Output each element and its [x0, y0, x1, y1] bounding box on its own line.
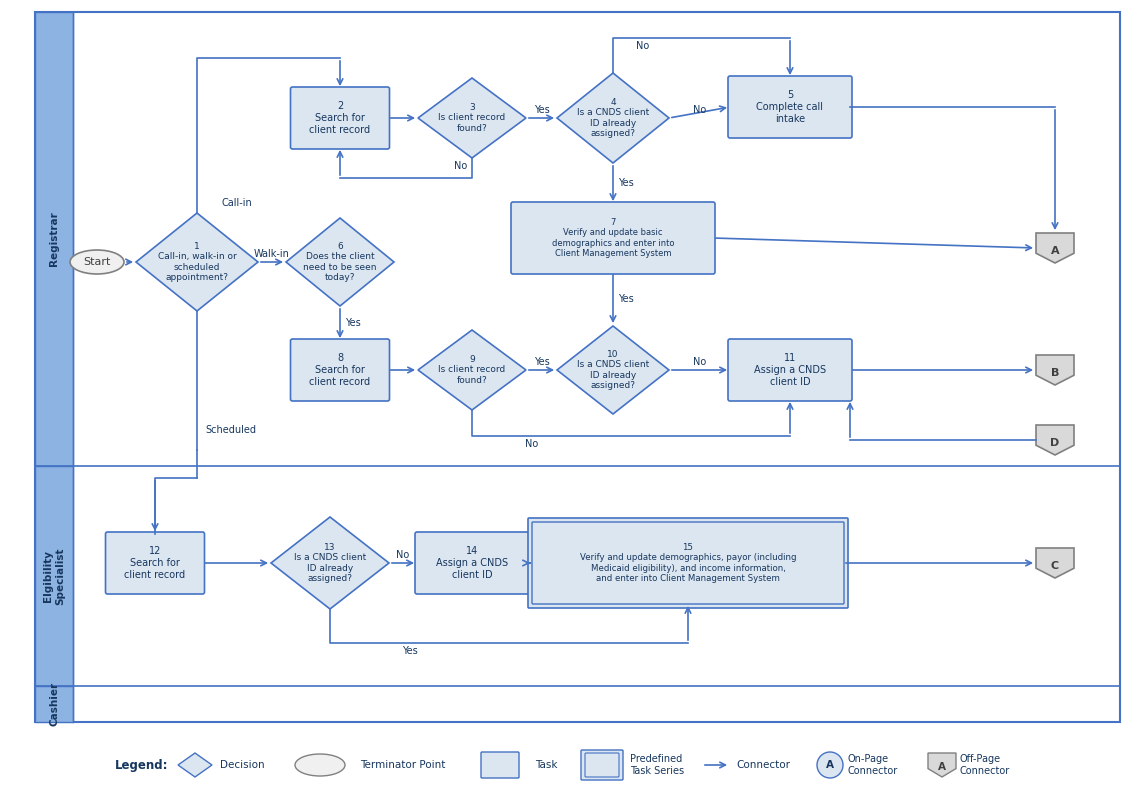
Text: 2
Search for
client record: 2 Search for client record: [310, 101, 370, 135]
Text: On-Page
Connector: On-Page Connector: [848, 754, 898, 776]
Polygon shape: [35, 466, 73, 686]
Text: Yes: Yes: [618, 294, 633, 304]
Polygon shape: [1036, 548, 1074, 578]
Text: B: B: [1050, 368, 1060, 378]
Polygon shape: [35, 686, 73, 722]
Polygon shape: [418, 330, 526, 410]
FancyBboxPatch shape: [531, 522, 844, 604]
Text: No: No: [693, 105, 706, 115]
Text: 7
Verify and update basic
demographics and enter into
Client Management System: 7 Verify and update basic demographics a…: [552, 218, 674, 258]
FancyBboxPatch shape: [415, 532, 529, 594]
Polygon shape: [1036, 355, 1074, 385]
Text: C: C: [1050, 561, 1060, 571]
Text: Start: Start: [83, 257, 111, 267]
Polygon shape: [557, 73, 669, 163]
Polygon shape: [286, 218, 394, 306]
Text: Walk-in: Walk-in: [254, 249, 290, 259]
Text: 6
Does the client
need to be seen
today?: 6 Does the client need to be seen today?: [303, 242, 377, 282]
FancyBboxPatch shape: [290, 339, 390, 401]
Text: 4
Is a CNDS client
ID already
assigned?: 4 Is a CNDS client ID already assigned?: [577, 98, 649, 138]
Text: Scheduled: Scheduled: [205, 425, 256, 435]
Polygon shape: [557, 326, 669, 414]
Polygon shape: [136, 213, 258, 311]
Text: Off-Page
Connector: Off-Page Connector: [960, 754, 1010, 776]
Text: No: No: [454, 161, 467, 171]
Text: Yes: Yes: [345, 318, 361, 329]
Text: 5
Complete call
intake: 5 Complete call intake: [757, 90, 823, 124]
Text: 14
Assign a CNDS
client ID: 14 Assign a CNDS client ID: [435, 546, 507, 579]
Text: Task: Task: [535, 760, 558, 770]
Polygon shape: [271, 517, 389, 609]
Text: No: No: [397, 550, 409, 560]
FancyBboxPatch shape: [581, 750, 623, 780]
Text: 1
Call-in, walk-in or
scheduled
appointment?: 1 Call-in, walk-in or scheduled appointm…: [158, 242, 237, 282]
Text: A: A: [938, 762, 946, 772]
FancyBboxPatch shape: [481, 752, 519, 778]
Text: 12
Search for
client record: 12 Search for client record: [125, 546, 185, 579]
FancyBboxPatch shape: [105, 532, 205, 594]
FancyBboxPatch shape: [728, 339, 852, 401]
Text: 10
Is a CNDS client
ID already
assigned?: 10 Is a CNDS client ID already assigned?: [577, 350, 649, 390]
Polygon shape: [1036, 425, 1074, 455]
Polygon shape: [178, 753, 211, 777]
Text: Registrar: Registrar: [49, 212, 59, 267]
Polygon shape: [418, 78, 526, 158]
Text: Connector: Connector: [736, 760, 790, 770]
Ellipse shape: [295, 754, 345, 776]
Ellipse shape: [70, 250, 123, 274]
Text: No: No: [693, 357, 706, 367]
Text: Yes: Yes: [534, 105, 550, 115]
FancyBboxPatch shape: [511, 202, 716, 274]
Text: Legend:: Legend:: [115, 759, 168, 772]
Text: Elgibility
Specialist: Elgibility Specialist: [43, 547, 65, 604]
Text: Yes: Yes: [618, 179, 633, 188]
Text: 3
Is client record
found?: 3 Is client record found?: [439, 103, 505, 133]
Text: Terminator Point: Terminator Point: [360, 760, 446, 770]
FancyBboxPatch shape: [528, 518, 848, 608]
Text: 9
Is client record
found?: 9 Is client record found?: [439, 355, 505, 385]
Text: Cashier: Cashier: [49, 682, 59, 726]
Text: D: D: [1050, 438, 1060, 448]
Text: Call-in: Call-in: [222, 198, 253, 208]
Text: Predefined
Task Series: Predefined Task Series: [630, 754, 685, 776]
FancyBboxPatch shape: [290, 87, 390, 149]
Text: 11
Assign a CNDS
client ID: 11 Assign a CNDS client ID: [754, 353, 826, 386]
FancyBboxPatch shape: [728, 76, 852, 138]
Text: A: A: [1050, 246, 1060, 256]
Text: Yes: Yes: [402, 646, 418, 656]
Circle shape: [817, 752, 844, 778]
Polygon shape: [1036, 233, 1074, 263]
Text: Decision: Decision: [219, 760, 265, 770]
Polygon shape: [35, 12, 73, 466]
Text: 8
Search for
client record: 8 Search for client record: [310, 353, 370, 386]
Text: A: A: [826, 760, 834, 770]
Text: No: No: [526, 439, 538, 449]
Polygon shape: [928, 753, 956, 777]
Text: No: No: [637, 41, 649, 51]
Text: Yes: Yes: [534, 357, 550, 367]
Text: 15
Verify and update demographics, payor (including
Medicaid eligibility), and i: 15 Verify and update demographics, payor…: [580, 543, 797, 583]
FancyBboxPatch shape: [585, 753, 620, 777]
Text: 13
Is a CNDS client
ID already
assigned?: 13 Is a CNDS client ID already assigned?: [294, 543, 366, 583]
